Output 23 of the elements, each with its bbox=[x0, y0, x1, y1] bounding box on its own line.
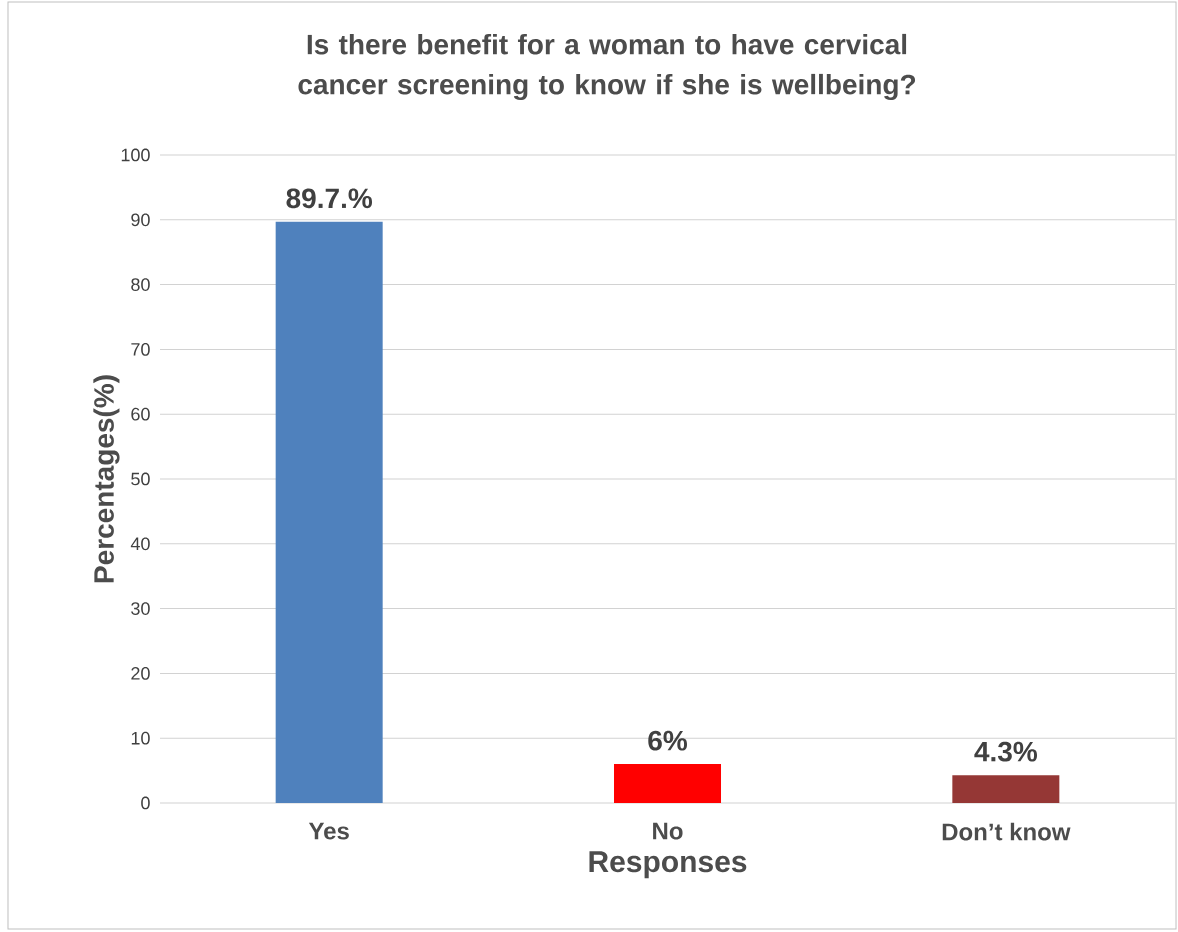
bar bbox=[614, 764, 722, 803]
y-tick-label: 10 bbox=[131, 731, 150, 745]
y-tick-label: 50 bbox=[131, 472, 150, 486]
y-tick-label: 70 bbox=[131, 343, 150, 356]
bar bbox=[952, 775, 1060, 803]
data-label: 89.7.% bbox=[286, 188, 373, 209]
y-tick-label: 30 bbox=[131, 602, 150, 615]
y-axis-title: Percentages(%) bbox=[93, 375, 120, 583]
x-tick-label: Yes bbox=[308, 822, 349, 840]
y-tick-label: 20 bbox=[131, 667, 150, 680]
chart-title: Is there benefit for a woman to have cervical cancer screening to know if she is wellbeing? bbox=[298, 33, 916, 101]
y-tick-label: 100 bbox=[121, 148, 150, 162]
y-tick-label: 90 bbox=[131, 213, 150, 227]
x-axis-title: Responses bbox=[589, 851, 747, 879]
y-tick-label: 80 bbox=[131, 278, 150, 291]
bar bbox=[275, 221, 383, 803]
data-label: 4.3% bbox=[974, 741, 1037, 762]
y-tick-label: 60 bbox=[131, 407, 150, 421]
x-tick-label: No bbox=[653, 822, 683, 840]
y-tick-label: 40 bbox=[130, 537, 150, 551]
y-tick-label: 0 bbox=[141, 796, 150, 810]
data-label: 6% bbox=[648, 730, 687, 751]
x-tick-label: Don’t know bbox=[942, 822, 1071, 841]
